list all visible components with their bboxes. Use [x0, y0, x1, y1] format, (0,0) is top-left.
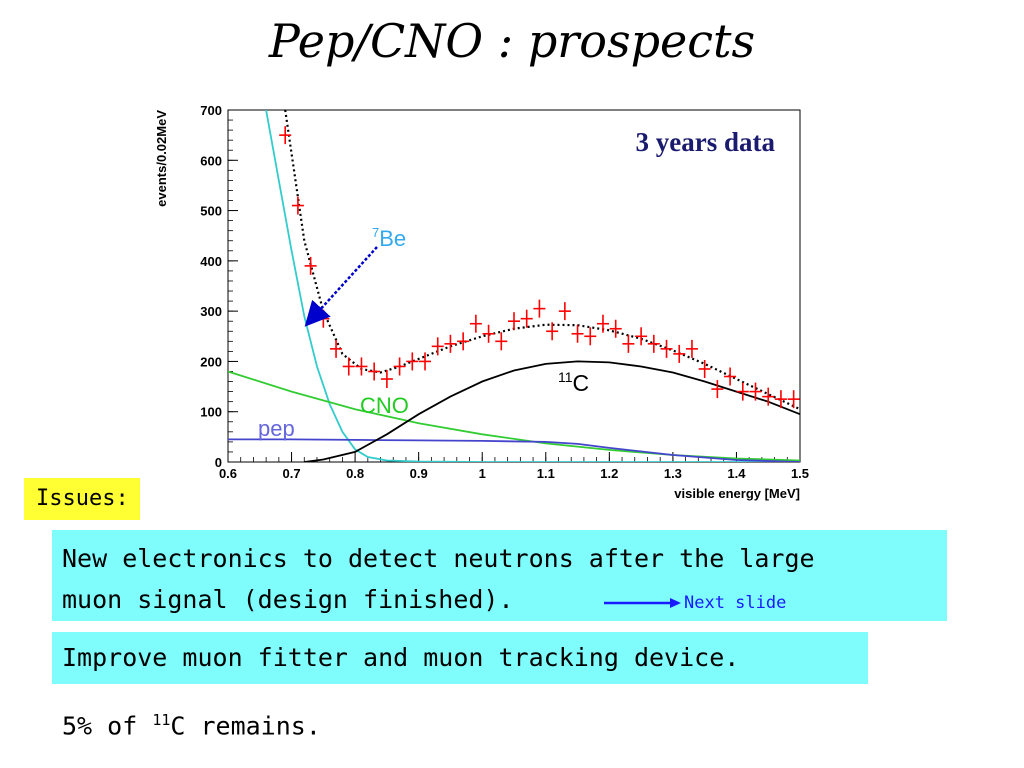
data-point [736, 382, 749, 401]
cno-label: CNO [360, 393, 409, 418]
data-point [406, 352, 419, 371]
electronics-issue-box: New electronics to detect neutrons after… [52, 530, 947, 621]
data-point [647, 334, 660, 353]
data-point [355, 357, 368, 376]
remains-suffix: C remains. [170, 711, 321, 741]
y-tick-label: 200 [200, 354, 222, 369]
data-point [469, 314, 482, 333]
chart-title: 3 years data [636, 127, 776, 157]
spectrum-chart: 0.6 0.7 0.8 0.9 1 1.1 1.2 1.3 1.4 1.5 0 100 200 300 40… [154, 103, 809, 501]
data-point [685, 339, 698, 358]
x-tick-label: 0.6 [219, 466, 237, 481]
remains-mass-number: 11 [152, 711, 171, 729]
x-tick-label: 0.8 [346, 466, 364, 481]
data-point [724, 367, 737, 386]
data-point [482, 324, 495, 343]
be7-element: Be [379, 226, 406, 251]
data-point [342, 357, 355, 376]
x-tick-label: 1.5 [791, 466, 809, 481]
data-point [533, 299, 546, 318]
data-point [520, 309, 533, 328]
data-point [304, 256, 317, 275]
data-point [622, 334, 635, 353]
11c-curve [304, 360, 800, 462]
x-tick-label: 0.9 [410, 466, 428, 481]
data-point [660, 339, 673, 358]
y-tick-label: 600 [200, 153, 222, 168]
next-slide-link[interactable]: Next slide [684, 593, 787, 613]
muon-fitter-issue-box: Improve muon fitter and muon tracking de… [52, 632, 868, 684]
data-point [419, 352, 432, 371]
data-point [774, 390, 787, 409]
data-point [380, 370, 393, 389]
x-tick-label: 1.4 [727, 466, 746, 481]
data-point [711, 380, 724, 399]
be7-pointer-arrow [304, 246, 378, 327]
data-point [787, 390, 800, 409]
slide-title: Pep/CNO : prospects [268, 14, 756, 68]
data-point [584, 327, 597, 346]
data-point [457, 332, 470, 351]
c11-mass-number: 11 [558, 369, 573, 385]
data-point [495, 332, 508, 351]
data-point [279, 126, 292, 145]
y-tick-label: 100 [200, 405, 222, 420]
be7-label: 7Be [372, 225, 406, 251]
data-point [635, 327, 648, 346]
y-axis-label: events/0.02MeV [154, 110, 169, 207]
x-tick-label: 1.3 [664, 466, 682, 481]
data-point [444, 334, 457, 353]
x-tick-label: 1.2 [600, 466, 618, 481]
data-point [546, 322, 559, 341]
fit-curve [284, 110, 800, 411]
x-tick-label: 0.7 [283, 466, 301, 481]
plot-frame [227, 109, 801, 463]
data-point [609, 319, 622, 338]
c11-remains-text: 5% of 11C remains. [62, 700, 321, 746]
y-tick-label: 400 [200, 254, 222, 269]
y-tick-label: 500 [200, 204, 222, 219]
c11-element: C [573, 370, 590, 396]
data-point [749, 382, 762, 401]
issues-label: Issues: [24, 478, 140, 520]
axes: 0.6 0.7 0.8 0.9 1 1.1 1.2 1.3 1.4 1.5 0 100 200 300 40… [200, 103, 809, 481]
y-tick-label: 300 [200, 304, 222, 319]
x-tick-label: 1.1 [537, 466, 555, 481]
data-point [330, 339, 343, 358]
data-point [508, 312, 520, 331]
data-point [558, 302, 571, 321]
data-point [291, 196, 304, 215]
data-point [698, 359, 711, 378]
data-point [762, 387, 775, 406]
y-tick-label: 0 [215, 455, 222, 470]
data-point [431, 337, 444, 356]
remains-prefix: 5% of [62, 711, 153, 741]
next-slide-arrow-icon [604, 598, 681, 608]
7be-curve [265, 110, 800, 462]
data-points [279, 126, 800, 409]
c11-label: 11C [558, 369, 589, 396]
pep-curve [228, 438, 800, 462]
x-axis-label: visible energy [MeV] [674, 486, 800, 501]
data-point [596, 314, 609, 333]
electronics-line-1: New electronics to detect neutrons after… [62, 544, 815, 573]
y-tick-label: 700 [200, 103, 222, 118]
be7-mass-number: 7 [372, 225, 379, 240]
data-point [368, 362, 381, 381]
pep-label: pep [258, 416, 295, 441]
data-point [393, 357, 406, 376]
data-point [571, 324, 584, 343]
series-layer [228, 110, 800, 462]
electronics-line-2: muon signal (design finished). [62, 585, 514, 614]
data-point [673, 344, 686, 363]
x-tick-label: 1 [479, 466, 486, 481]
